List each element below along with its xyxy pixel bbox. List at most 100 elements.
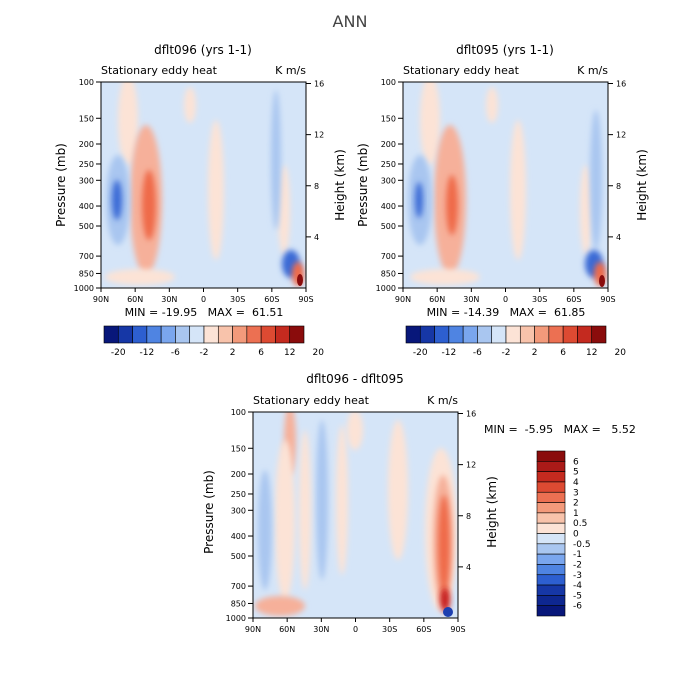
height-tick-label: 12	[616, 131, 626, 140]
colorbar-cell	[536, 502, 566, 514]
colorbar-cell	[434, 325, 450, 344]
x-tick-label: 60N	[429, 295, 445, 304]
y-tick-label: 400	[381, 202, 396, 211]
panel-3-pos-south-core	[438, 495, 450, 595]
panel-3-neg-band-a	[258, 470, 272, 590]
colorbar-cell	[536, 543, 566, 555]
panel-3-pos-band-c	[336, 425, 348, 575]
y-tick-label: 250	[381, 160, 396, 169]
y-tick-label: 200	[231, 470, 246, 479]
colorbar-cell	[534, 325, 550, 344]
y-tick-label: 150	[381, 114, 396, 123]
panel-3-pos-south-max	[440, 588, 450, 612]
colorbar-tick-label: -2	[573, 560, 582, 570]
panel-1-x-axis: 90N 60N 30N 0 30S 60S 90S	[93, 288, 314, 304]
colorbar-cell	[203, 325, 219, 344]
x-tick-label: 60S	[416, 625, 431, 634]
colorbar-tick-label: 20	[313, 348, 325, 358]
x-tick-label: 60N	[127, 295, 143, 304]
colorbar-cell	[477, 325, 493, 344]
colorbar-cell	[175, 325, 191, 344]
colorbar-cell	[536, 533, 566, 545]
colorbar-cell	[536, 584, 566, 596]
colorbar-cell	[505, 325, 521, 344]
colorbar-tick-label: -0.5	[573, 540, 591, 550]
colorbar-tick-label: -3	[573, 571, 582, 581]
colorbar-cell	[577, 325, 593, 344]
panel-3-pos-surface	[255, 596, 305, 616]
x-tick-label: 90N	[245, 625, 261, 634]
colorbar-tick-label: 12	[284, 348, 295, 358]
colorbar-cell	[519, 325, 535, 344]
panel-1-height-axis: 16 12 8 4	[306, 80, 324, 242]
x-tick-label: 30N	[463, 295, 479, 304]
panel-2-pos-band-upper	[420, 82, 440, 165]
height-tick-label: 4	[616, 233, 621, 242]
y-tick-label: 700	[231, 582, 246, 591]
colorbar-cell	[146, 325, 162, 344]
x-tick-label: 30S	[382, 625, 397, 634]
height-tick-label: 8	[616, 182, 621, 191]
panel-1-neg-core	[112, 180, 122, 220]
colorbar-tick-label: 0.5	[573, 519, 587, 529]
colorbar-cell	[160, 325, 176, 344]
panel-3-x-axis: 90N 60N 30N 0 30S 60S 90S	[245, 618, 466, 634]
panel-1-ylabel2: Height (km)	[333, 149, 347, 220]
colorbar-cell	[289, 325, 305, 344]
panel-3-y-axis: 100 150 200 250 300 400 500 700 850 1000	[226, 408, 253, 623]
colorbar-tick-label: -12	[140, 348, 155, 358]
panel-2: dflt095 (yrs 1-1) Stationary eddy heat K…	[356, 43, 649, 358]
panel-2-height-axis: 16 12 8 4	[608, 80, 626, 242]
x-tick-label: 90S	[600, 295, 615, 304]
y-tick-label: 200	[79, 140, 94, 149]
panel-3-height-axis: 16 12 8 4	[458, 410, 476, 572]
y-tick-label: 300	[231, 506, 246, 515]
colorbar-cell	[189, 325, 205, 344]
x-tick-label: 90N	[395, 295, 411, 304]
colorbar-tick-label: 20	[615, 348, 627, 358]
height-tick-label: 12	[314, 131, 324, 140]
panel-1-pos-surface-belt	[105, 269, 175, 285]
colorbar-tick-label: 5	[573, 468, 579, 478]
colorbar-tick-label: -20	[413, 348, 428, 358]
colorbar-cell	[217, 325, 233, 344]
colorbar-cell	[591, 325, 607, 344]
y-tick-label: 1000	[74, 284, 94, 293]
y-tick-label: 100	[79, 78, 94, 87]
panel-2-neg-core	[415, 182, 423, 218]
colorbar-cell	[536, 574, 566, 586]
panel-2-x-axis: 90N 60N 30N 0 30S 60S 90S	[395, 288, 616, 304]
panel-2-pos-surface-belt	[410, 269, 480, 285]
height-tick-label: 8	[314, 182, 319, 191]
x-tick-label: 90S	[298, 295, 313, 304]
colorbar-cell	[491, 325, 507, 344]
y-tick-label: 850	[79, 269, 94, 278]
colorbar-cell	[117, 325, 133, 344]
panel-3-pos-band-a	[275, 440, 295, 600]
x-tick-label: 30N	[313, 625, 329, 634]
colorbar-cell	[536, 512, 566, 524]
y-tick-label: 500	[381, 222, 396, 231]
panel-1-y-axis: 100 150 200 250 300 400 500 700 850 1000	[74, 78, 101, 293]
panel-1-pos-pole-core	[297, 274, 303, 286]
panel-1-pos-south	[278, 165, 290, 255]
colorbar-tick-label: -5	[573, 591, 582, 601]
panel-2-neg-south	[590, 110, 602, 250]
x-tick-label: 60S	[566, 295, 581, 304]
panel-2-pos-strat	[486, 87, 498, 123]
y-tick-label: 100	[381, 78, 396, 87]
colorbar-tick-label: -2	[200, 348, 209, 358]
panel-1-pos-band-upper	[118, 82, 138, 165]
colorbar-tick-label: 12	[586, 348, 597, 358]
panel-2-pos-south	[580, 165, 592, 255]
panel-1-pos-strat	[184, 87, 196, 123]
y-tick-label: 850	[231, 599, 246, 608]
colorbar-tick-label: 3	[573, 488, 579, 498]
panel-3-ylabel2: Height (km)	[485, 476, 499, 547]
x-tick-label: 0	[503, 295, 508, 304]
height-tick-label: 16	[466, 410, 476, 419]
colorbar-tick-label: -6	[573, 602, 582, 612]
y-tick-label: 200	[381, 140, 396, 149]
colorbar-tick-label: 6	[573, 457, 579, 467]
